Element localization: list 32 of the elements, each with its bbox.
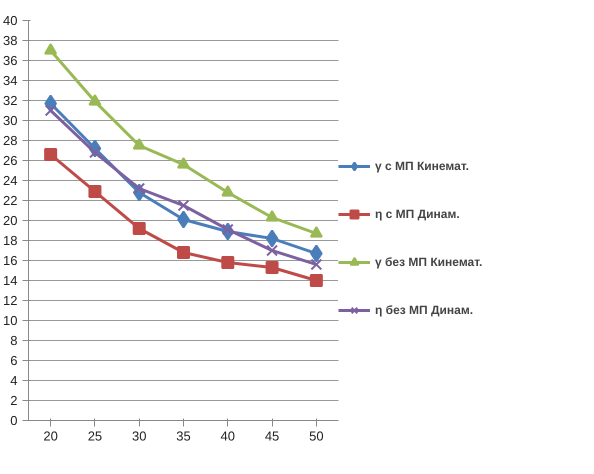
- y-tick-label: 6: [10, 353, 18, 368]
- y-tick-label: 32: [3, 93, 18, 108]
- x-tick-label: 35: [176, 428, 191, 444]
- y-tick-label: 16: [3, 253, 18, 268]
- y-tick-label: 12: [3, 293, 18, 308]
- y-tick-label: 26: [3, 153, 18, 168]
- y-tick-label: 24: [3, 173, 18, 188]
- y-tick-label: 10: [3, 313, 18, 328]
- legend-label: η без МП Динам.: [375, 303, 474, 317]
- legend-label: η с МП Динам.: [375, 207, 460, 221]
- x-tick-label: 30: [132, 428, 146, 444]
- y-tick-label: 14: [3, 273, 18, 288]
- y-tick-label: 30: [3, 113, 18, 128]
- y-tick-label: 18: [3, 233, 18, 248]
- x-tick-label: 40: [220, 428, 236, 444]
- x-tick-label: 20: [43, 428, 58, 444]
- y-tick-label: 38: [3, 33, 18, 48]
- y-tick-label: 40: [3, 13, 18, 28]
- legend-label: γ с МП Кинемат.: [375, 159, 469, 173]
- x-tick-label: 25: [88, 428, 102, 444]
- legend-label: γ без МП Кинемат.: [375, 255, 482, 269]
- y-tick-label: 0: [10, 413, 18, 428]
- y-tick-label: 8: [10, 333, 18, 348]
- y-tick-label: 2: [10, 393, 18, 408]
- y-tick-label: 22: [3, 193, 18, 208]
- y-tick-label: 20: [3, 213, 18, 228]
- x-tick-label: 45: [264, 428, 280, 444]
- y-tick-label: 34: [3, 73, 18, 88]
- y-tick-label: 28: [3, 133, 18, 148]
- x-tick-label: 50: [309, 428, 324, 444]
- y-tick-label: 36: [3, 53, 18, 68]
- y-tick-label: 4: [10, 373, 18, 388]
